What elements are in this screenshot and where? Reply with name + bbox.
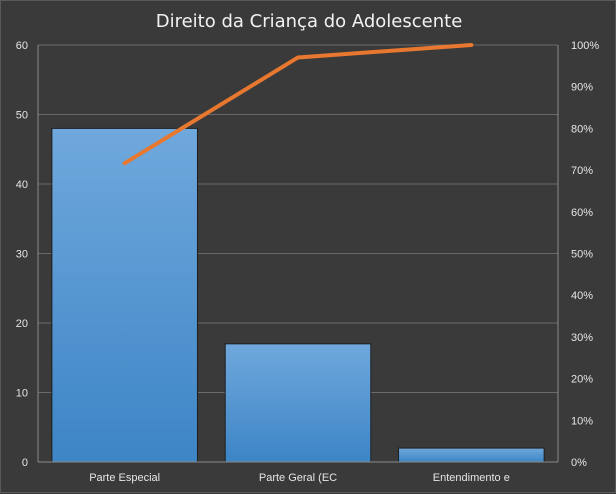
y2-tick-label: 60% [571, 207, 593, 219]
y-tick-label: 10 [16, 388, 28, 400]
y-axis-ticks: 0 10 20 30 40 50 60 [16, 40, 28, 469]
bars [52, 128, 544, 462]
bar [225, 344, 371, 462]
y-tick-label: 40 [16, 179, 28, 191]
bar [52, 128, 198, 462]
bar [399, 448, 545, 462]
y2-tick-label: 100% [571, 40, 599, 52]
y-tick-label: 0 [22, 457, 28, 469]
y2-tick-label: 30% [571, 332, 593, 344]
y-tick-label: 60 [16, 40, 28, 52]
y2-tick-label: 80% [571, 123, 593, 135]
y2-tick-label: 40% [571, 290, 593, 302]
y-tick-label: 50 [16, 110, 28, 122]
y2-tick-label: 20% [571, 374, 593, 386]
chart-title: Direito da Criança do Adolescente [156, 11, 463, 32]
x-category-label: Parte Especial [89, 472, 160, 484]
y2-tick-label: 90% [571, 82, 593, 94]
x-category-label: Parte Geral (EC [259, 472, 337, 484]
y-tick-label: 20 [16, 318, 28, 330]
y2-tick-label: 50% [571, 249, 593, 261]
y2-axis-ticks: 0% 10% 20% 30% 40% 50% 60% 70% 80% 90% 100% [571, 40, 599, 469]
y2-tick-label: 70% [571, 165, 593, 177]
y-tick-label: 30 [16, 249, 28, 261]
x-axis-labels: Parte Especial Parte Geral (EC Entendiment… [89, 472, 510, 484]
x-category-label: Entendimento e [433, 472, 510, 484]
y2-tick-label: 0% [571, 457, 587, 469]
y2-tick-label: 10% [571, 415, 593, 427]
